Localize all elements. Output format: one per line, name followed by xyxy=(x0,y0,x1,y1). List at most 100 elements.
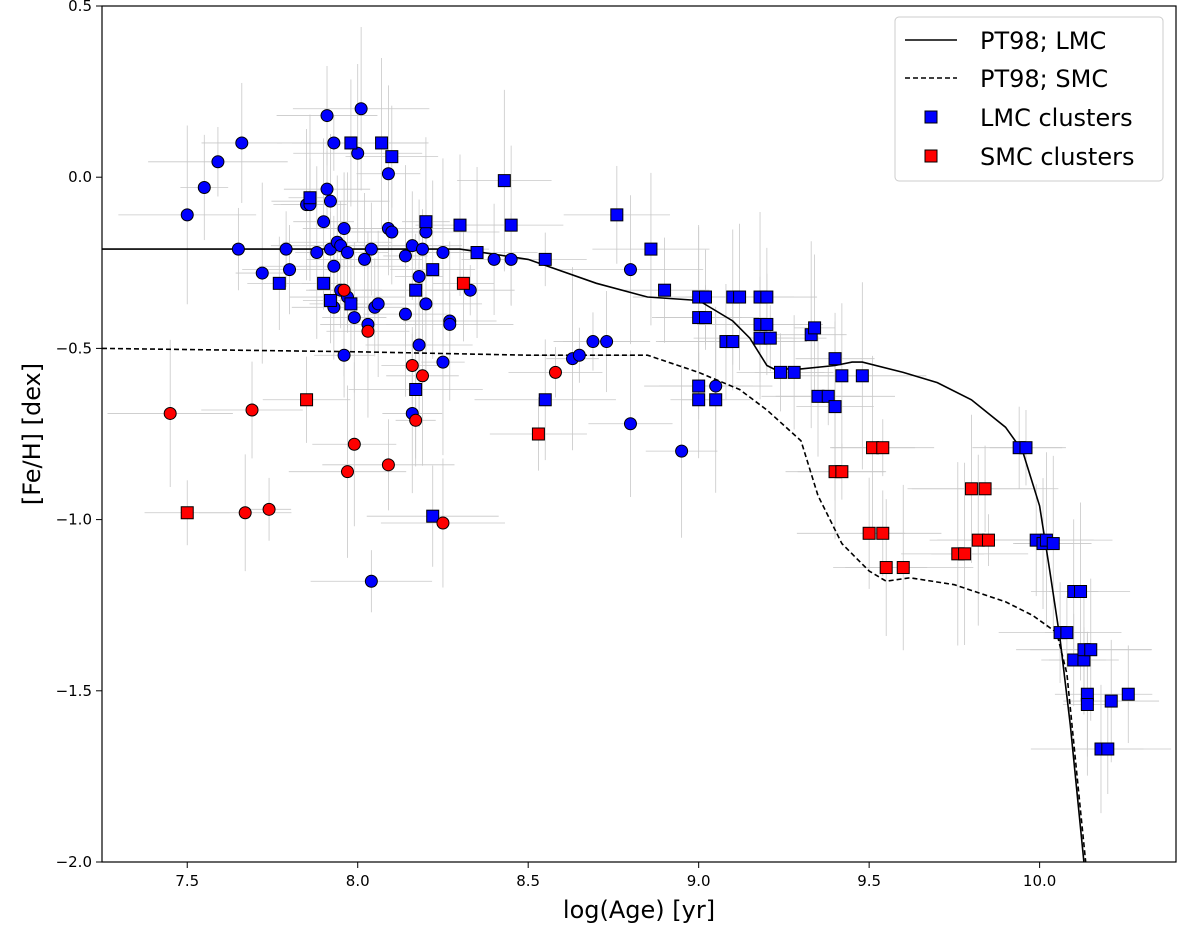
lmc-cluster-point xyxy=(303,191,317,205)
lmc-cluster-point xyxy=(231,242,245,256)
lmc-cluster-point xyxy=(1104,694,1118,708)
lmc-cluster-point xyxy=(340,246,354,260)
lmc-cluster-point xyxy=(1019,441,1033,455)
x-tick-label: 8.0 xyxy=(346,872,370,890)
lmc-cluster-point xyxy=(347,311,361,325)
lmc-cluster-point xyxy=(675,444,689,458)
smc-cluster-point xyxy=(238,506,252,520)
y-tick-label: −1.0 xyxy=(56,511,92,529)
lmc-cluster-point xyxy=(211,155,225,169)
lmc-cluster-point xyxy=(453,218,467,232)
y-axis-title: [Fe/H] [dex] xyxy=(18,363,46,505)
lmc-cluster-point xyxy=(572,348,586,362)
lmc-cluster-point xyxy=(371,297,385,311)
x-tick-label: 8.5 xyxy=(516,872,540,890)
lmc-cluster-point xyxy=(327,136,341,150)
lmc-cluster-point xyxy=(320,182,334,196)
lmc-cluster-point xyxy=(470,246,484,260)
y-tick-label: −0.5 xyxy=(56,339,92,357)
lmc-cluster-point xyxy=(375,136,389,150)
legend: PT98; LMC PT98; SMC LMC clusters SMC clu… xyxy=(894,16,1164,182)
lmc-cluster-point xyxy=(398,307,412,321)
model-curves xyxy=(102,248,1087,862)
lmc-cluster-point xyxy=(504,252,518,266)
y-axis-ticks: −2.0 −1.5 −1.0 −0.5 0.0 0.5 xyxy=(56,0,102,871)
lmc-cluster-point xyxy=(760,290,774,304)
smc-cluster-point xyxy=(978,482,992,496)
lmc-cluster-point xyxy=(1101,742,1115,756)
smc-cluster-point xyxy=(381,458,395,472)
lmc-cluster-point xyxy=(354,102,368,116)
smc-cluster-point xyxy=(361,324,375,338)
smc-cluster-point xyxy=(180,506,194,520)
smc-cluster-point xyxy=(300,393,314,407)
lmc-cluster-point xyxy=(1060,626,1074,640)
lmc-cluster-point xyxy=(1046,537,1060,551)
smc-cluster-point xyxy=(876,441,890,455)
lmc-cluster-point xyxy=(426,263,440,277)
lmc-cluster-point xyxy=(409,382,423,396)
legend-label-smc-model: PT98; SMC xyxy=(980,65,1108,93)
data-markers xyxy=(163,102,1135,756)
lmc-cluster-point xyxy=(279,242,293,256)
lmc-cluster-point xyxy=(283,263,297,277)
smc-cluster-point xyxy=(262,502,276,516)
lmc-cluster-point xyxy=(623,263,637,277)
smc-cluster-point xyxy=(340,465,354,479)
lmc-cluster-point xyxy=(497,174,511,188)
smc-cluster-point xyxy=(964,482,978,496)
lmc-cluster-point xyxy=(385,150,399,164)
lmc-cluster-point xyxy=(692,393,706,407)
legend-box xyxy=(894,16,1164,182)
x-axis-title: log(Age) [yr] xyxy=(563,896,715,924)
lmc-cluster-point xyxy=(235,136,249,150)
lmc-cluster-point xyxy=(787,365,801,379)
lmc-cluster-point xyxy=(426,509,440,523)
lmc-cluster-point xyxy=(726,335,740,349)
lmc-cluster-point xyxy=(385,225,399,239)
lmc-cluster-point xyxy=(835,369,849,383)
y-tick-label: 0.0 xyxy=(68,168,92,186)
lmc-cluster-point xyxy=(692,379,706,393)
lmc-cluster-point xyxy=(419,297,433,311)
lmc-cluster-point xyxy=(1080,697,1094,711)
smc-cluster-point xyxy=(879,561,893,575)
lmc-cluster-point xyxy=(197,180,211,194)
y-tick-label: −1.5 xyxy=(56,682,92,700)
lmc-cluster-point xyxy=(409,283,423,297)
lmc-cluster-point xyxy=(821,389,835,403)
curve-pt98-lmc xyxy=(102,248,1085,862)
x-tick-label: 7.5 xyxy=(175,872,199,890)
lmc-cluster-point xyxy=(698,290,712,304)
lmc-cluster-point xyxy=(658,283,672,297)
lmc-cluster-point xyxy=(272,276,286,290)
lmc-cluster-point xyxy=(443,317,457,331)
lmc-cluster-point xyxy=(436,355,450,369)
smc-cluster-point xyxy=(981,533,995,547)
lmc-cluster-point xyxy=(538,393,552,407)
lmc-cluster-point xyxy=(358,252,372,266)
lmc-cluster-point xyxy=(412,269,426,283)
legend-marker-lmc-clusters xyxy=(924,110,938,124)
lmc-cluster-point xyxy=(310,246,324,260)
plot-frame xyxy=(101,5,1177,863)
x-axis-ticks: 7.5 8.0 8.5 9.0 9.5 10.0 xyxy=(175,862,1056,890)
lmc-cluster-point xyxy=(808,321,822,335)
smc-cluster-point xyxy=(409,413,423,427)
lmc-cluster-point xyxy=(398,249,412,263)
curve-pt98-smc xyxy=(102,347,1087,862)
lmc-cluster-point xyxy=(487,252,501,266)
x-tick-label: 10.0 xyxy=(1023,872,1056,890)
lmc-cluster-point xyxy=(323,194,337,208)
lmc-cluster-point xyxy=(415,242,429,256)
smc-cluster-point xyxy=(835,465,849,479)
lmc-cluster-point xyxy=(344,136,358,150)
lmc-cluster-point xyxy=(733,290,747,304)
x-tick-label: 9.0 xyxy=(687,872,711,890)
smc-cluster-point xyxy=(862,526,876,540)
legend-label-smc-clusters: SMC clusters xyxy=(980,143,1134,171)
lmc-cluster-point xyxy=(610,208,624,222)
legend-marker-smc-clusters xyxy=(924,149,938,163)
lmc-cluster-point xyxy=(412,338,426,352)
